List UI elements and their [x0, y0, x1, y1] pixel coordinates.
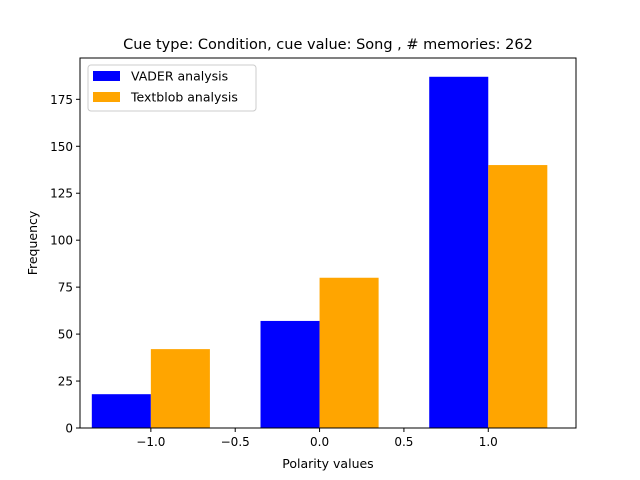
bar-textblob-0	[150, 349, 210, 428]
legend: VADER analysis Textblob analysis	[87, 64, 257, 112]
y-tick-label: 0	[65, 422, 73, 436]
y-tick-label: 175	[50, 93, 73, 107]
y-tick-label: 50	[58, 328, 73, 342]
bar-textblob-2	[488, 165, 548, 428]
x-tick-label: 1.0	[479, 435, 498, 449]
y-axis: 0 25 50 75 100 125 150 175	[50, 93, 80, 436]
y-tick-label: 25	[58, 375, 73, 389]
bar-vader-2	[429, 76, 489, 428]
x-tick-label: −1.0	[136, 435, 165, 449]
y-tick-label: 125	[50, 187, 73, 201]
bar-vader-1	[260, 320, 320, 428]
bars-group	[91, 76, 548, 428]
bar-textblob-1	[319, 277, 379, 428]
x-tick-label: 0.5	[394, 435, 413, 449]
y-tick-label: 150	[50, 140, 73, 154]
x-axis-label: Polarity values	[282, 456, 373, 471]
plot-area-frame	[79, 57, 577, 429]
x-tick-label: −0.5	[221, 435, 250, 449]
legend-label: Textblob analysis	[130, 90, 238, 105]
y-axis-label: Frequency	[25, 210, 40, 275]
legend-swatch	[93, 71, 120, 81]
x-axis: −1.0 −0.5 0.0 0.5 1.0	[136, 428, 498, 449]
legend-swatch	[93, 92, 120, 102]
bar-vader-0	[91, 394, 151, 428]
y-tick-label: 100	[50, 234, 73, 248]
legend-box	[87, 64, 257, 112]
y-tick-label: 75	[58, 281, 73, 295]
chart-title: Cue type: Condition, cue value: Song , #…	[123, 37, 533, 53]
x-tick-label: 0.0	[310, 435, 329, 449]
legend-label: VADER analysis	[131, 69, 228, 84]
